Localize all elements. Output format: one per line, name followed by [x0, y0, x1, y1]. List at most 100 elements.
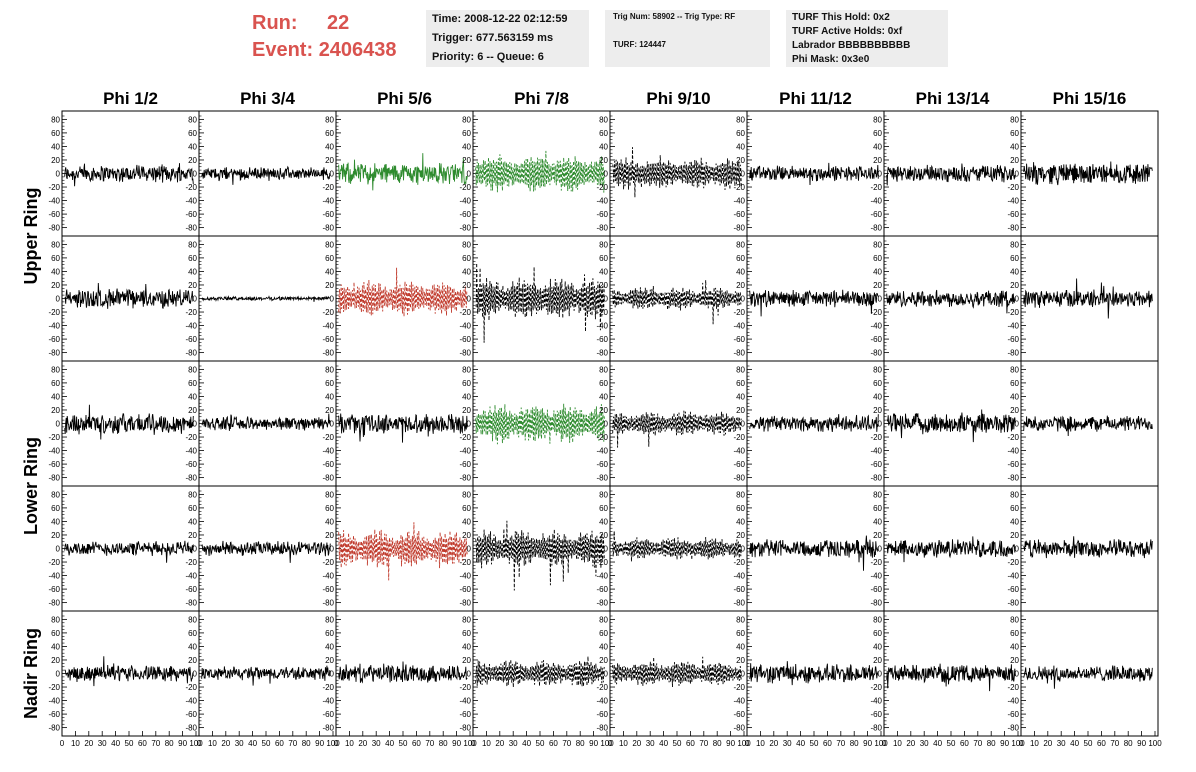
- x-tick-label: 80: [165, 739, 174, 748]
- y-tick-label: 40: [1010, 642, 1019, 651]
- x-tick-label: 80: [1124, 739, 1133, 748]
- y-tick-label: 20: [325, 156, 334, 165]
- y-tick-label: 60: [462, 379, 471, 388]
- column-title: Phi 11/12: [779, 89, 852, 108]
- y-tick-label: -40: [870, 322, 882, 331]
- y-tick-label: -60: [185, 210, 197, 219]
- waveform-trace: [64, 540, 194, 563]
- x-tick-label: 50: [262, 739, 271, 748]
- y-tick-label: 20: [188, 531, 197, 540]
- waveform-trace: [612, 410, 742, 448]
- y-tick-label: 20: [462, 156, 471, 165]
- y-tick-label: -80: [870, 599, 882, 608]
- y-tick-label: 40: [462, 517, 471, 526]
- waveform-trace: [338, 661, 468, 684]
- y-tick-label: 60: [599, 379, 608, 388]
- y-tick-label: 40: [325, 392, 334, 401]
- y-tick-label: -20: [1007, 308, 1019, 317]
- waveform-panel: -80 -60 -40 -20 0 20 40 60 80: [322, 110, 474, 237]
- y-tick-label: 80: [51, 365, 60, 374]
- x-tick-label: 30: [372, 739, 381, 748]
- waveform-trace: [64, 163, 194, 187]
- y-tick-label: -20: [1007, 558, 1019, 567]
- waveform-trace: [1023, 665, 1153, 689]
- y-tick-label: -40: [733, 447, 745, 456]
- turf-info-box: TURF This Hold: 0x2 TURF Active Holds: 0…: [786, 10, 948, 67]
- y-tick-label: -20: [870, 433, 882, 442]
- y-tick-label: -60: [48, 460, 60, 469]
- y-tick-label: -80: [1007, 224, 1019, 233]
- waveform-panel: -80 -60 -40 -20 0 20 40 60 80: [1007, 110, 1159, 237]
- y-tick-label: 0: [741, 170, 746, 179]
- y-tick-label: -40: [48, 197, 60, 206]
- y-tick-label: -80: [459, 474, 471, 483]
- x-tick-label: 30: [920, 739, 929, 748]
- y-tick-label: 80: [462, 115, 471, 124]
- y-tick-label: -60: [1007, 460, 1019, 469]
- y-tick-label: 20: [462, 406, 471, 415]
- y-tick-label: -20: [185, 433, 197, 442]
- y-tick-label: -60: [1007, 585, 1019, 594]
- x-tick-label: 40: [1070, 739, 1079, 748]
- y-tick-label: 80: [51, 240, 60, 249]
- waveform-trace: [64, 404, 194, 440]
- x-tick-label: 100: [189, 739, 203, 748]
- y-tick-label: -20: [733, 683, 745, 692]
- y-tick-label: 80: [1010, 240, 1019, 249]
- y-tick-label: 80: [736, 115, 745, 124]
- y-tick-label: 20: [1010, 406, 1019, 415]
- waveform-trace: [201, 295, 331, 302]
- y-tick-label: -60: [870, 335, 882, 344]
- x-tick-label: 20: [632, 739, 641, 748]
- y-tick-label: -20: [459, 433, 471, 442]
- x-tick-label: 70: [699, 739, 708, 748]
- waveform-trace: [612, 147, 742, 198]
- y-tick-label: 60: [188, 254, 197, 263]
- y-tick-label: -40: [48, 697, 60, 706]
- y-tick-label: 0: [330, 670, 335, 679]
- y-tick-label: 40: [736, 267, 745, 276]
- y-tick-label: 20: [599, 406, 608, 415]
- waveform-panel: -80 -60 -40 -20 0 20 40 60 80: [48, 485, 200, 612]
- y-tick-label: 0: [878, 670, 883, 679]
- waveform-panel: -80 -60 -40 -20 0 20 40 60 80: [459, 485, 611, 612]
- panel-frame: [472, 235, 611, 362]
- y-tick-label: 0: [878, 545, 883, 554]
- y-tick-label: 40: [599, 392, 608, 401]
- x-tick-label: 50: [947, 739, 956, 748]
- y-tick-label: 60: [325, 629, 334, 638]
- x-tick-label: 70: [1110, 739, 1119, 748]
- x-tick-label: 70: [151, 739, 160, 748]
- y-tick-label: 40: [462, 642, 471, 651]
- y-tick-label: -40: [596, 322, 608, 331]
- y-tick-label: 60: [51, 629, 60, 638]
- y-tick-label: 20: [736, 406, 745, 415]
- y-tick-label: 0: [604, 545, 609, 554]
- y-tick-label: -20: [870, 183, 882, 192]
- y-tick-label: 0: [1015, 170, 1020, 179]
- y-tick-label: -40: [459, 197, 471, 206]
- x-tick-label: 10: [71, 739, 80, 748]
- waveform-panel: -80 -60 -40 -20 0 20 40 60 80: [322, 485, 474, 612]
- y-tick-label: 80: [325, 490, 334, 499]
- x-tick-label: 50: [810, 739, 819, 748]
- y-tick-label: -40: [459, 697, 471, 706]
- y-tick-label: -20: [185, 183, 197, 192]
- y-tick-label: -60: [185, 460, 197, 469]
- y-tick-label: -20: [322, 308, 334, 317]
- column-title: Phi 5/6: [377, 89, 432, 108]
- waveform-panel: -80 -60 -40 -20 0 20 40 60 80: [185, 360, 337, 487]
- y-tick-label: -80: [870, 724, 882, 733]
- y-tick-label: -60: [733, 210, 745, 219]
- y-tick-label: 80: [1010, 490, 1019, 499]
- waveform-panel: -80 -60 -40 -20 0 20 40 60 80 0 10 20 30 40 50 60 70 80 90…: [459, 610, 614, 748]
- x-tick-label: 90: [589, 739, 598, 748]
- x-tick-label: 90: [315, 739, 324, 748]
- x-tick-label: 10: [345, 739, 354, 748]
- y-tick-label: 40: [1010, 267, 1019, 276]
- y-tick-label: -20: [48, 558, 60, 567]
- y-tick-label: 20: [599, 156, 608, 165]
- run-event-block: Run: 22 Event: 2406438: [252, 10, 397, 64]
- waveform-panel: -80 -60 -40 -20 0 20 40 60 80 0 10 20 30 40 50 60 70 80 90…: [596, 610, 751, 748]
